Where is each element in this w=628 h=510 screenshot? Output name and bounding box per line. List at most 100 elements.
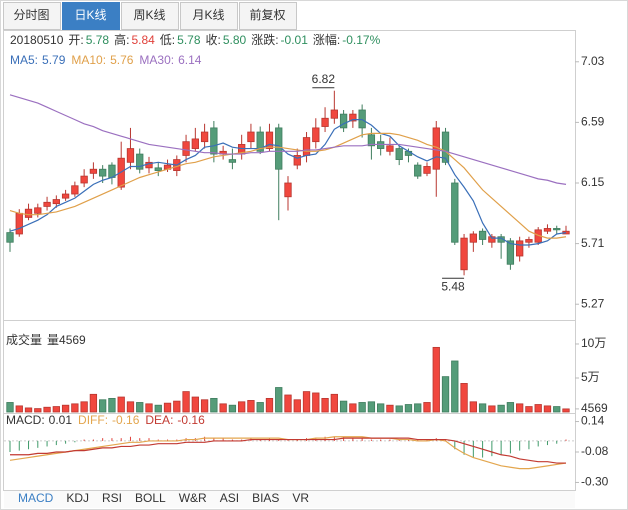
- volume-bar: [284, 394, 292, 413]
- tab-label[interactable]: 周K线: [133, 8, 165, 22]
- volume-bar: [302, 391, 311, 413]
- candle-body: [99, 168, 107, 177]
- candle-body: [525, 239, 533, 243]
- field-value: 5.78: [177, 33, 201, 47]
- max-label: 6.82: [312, 72, 336, 86]
- candle-body: [293, 155, 301, 166]
- volume-bar: [99, 399, 107, 413]
- volume-bar: [126, 401, 135, 413]
- tab[interactable]: [121, 2, 179, 30]
- indicator-tab[interactable]: BIAS: [252, 491, 279, 505]
- volume-bar: [173, 400, 181, 413]
- indicator-tab[interactable]: BOLL: [135, 491, 166, 505]
- field-label: 涨幅:: [313, 32, 340, 47]
- volume-bar: [275, 387, 283, 413]
- volume-bar: [506, 402, 515, 413]
- candle-body: [414, 164, 422, 177]
- tab-label[interactable]: 分时图: [13, 8, 49, 22]
- field-label: 涨跌:: [251, 32, 278, 47]
- tab[interactable]: [62, 2, 120, 30]
- field-value: 5.80: [223, 33, 247, 47]
- candle-body: [543, 228, 552, 232]
- candle-body: [321, 117, 329, 127]
- volume-bar: [265, 397, 274, 413]
- indicator-tab[interactable]: KDJ: [66, 491, 89, 505]
- indicator-tab[interactable]: MACD: [18, 491, 54, 505]
- candle-body: [330, 109, 338, 119]
- volume-bar: [497, 404, 505, 413]
- indicator-tab[interactable]: ASI: [220, 491, 239, 505]
- volume-bar: [163, 402, 172, 413]
- y-tick-label: -0.08: [581, 444, 609, 458]
- field-value: 5.78: [86, 33, 110, 47]
- candle-body: [34, 207, 42, 214]
- candle-body: [89, 168, 98, 174]
- candle-body: [256, 131, 264, 152]
- indicator-tab[interactable]: VR: [292, 491, 309, 505]
- volume-bar: [460, 383, 468, 413]
- candle-body: [553, 228, 561, 231]
- candle-body: [377, 141, 385, 149]
- volume-bar: [228, 404, 237, 413]
- candle-body: [358, 109, 366, 129]
- candle-body: [441, 131, 450, 163]
- candle-body: [478, 230, 487, 240]
- tab-label[interactable]: 前复权: [249, 7, 285, 22]
- tab-label[interactable]: 月K线: [192, 8, 224, 22]
- date: 20180510: [10, 33, 64, 47]
- volume-title: 成交量 量4569: [6, 332, 86, 347]
- y-tick-label: 0.14: [581, 414, 605, 428]
- volume-bar: [61, 404, 70, 413]
- candle-body: [516, 240, 524, 257]
- tab-label[interactable]: 日K线: [74, 8, 106, 22]
- volume-bar: [478, 403, 487, 413]
- volume-bar: [441, 376, 450, 413]
- field-label: 低:: [160, 33, 175, 47]
- tab[interactable]: [3, 2, 61, 30]
- y-tick-label: 5万: [581, 370, 600, 384]
- legend-value: -0.16: [112, 413, 140, 427]
- volume-bar: [339, 400, 348, 413]
- legend-value: 5.79: [42, 53, 66, 67]
- volume-bar: [200, 399, 209, 413]
- volume-bar: [52, 406, 60, 413]
- volume-bar: [330, 393, 338, 413]
- tab[interactable]: [239, 2, 297, 30]
- volume-bar: [191, 396, 199, 413]
- candle-body: [395, 148, 403, 160]
- legend: MACD: 0.01 DIFF: -0.16 DEA: -0.16: [6, 413, 205, 427]
- volume-bar: [312, 392, 320, 413]
- volume-bar: [210, 397, 218, 413]
- volume-bar: [247, 400, 255, 413]
- volume-bar: [451, 360, 459, 413]
- volume-bar: [386, 404, 394, 413]
- legend-name: DEA:: [145, 413, 173, 427]
- candle-body: [126, 148, 135, 163]
- candle-body: [61, 193, 70, 199]
- ma-line: [9, 119, 567, 246]
- candle-body: [80, 175, 88, 184]
- volume-bar: [256, 402, 264, 413]
- volume-bar: [24, 407, 33, 413]
- legend-name: MA5:: [10, 53, 38, 67]
- volume-bar: [534, 404, 542, 413]
- y-tick-label: 4569: [581, 401, 608, 415]
- volume-bar: [404, 404, 413, 413]
- volume-bar: [414, 403, 422, 413]
- volume-bar: [145, 403, 153, 413]
- candle-body: [386, 145, 394, 152]
- field-label: 收:: [206, 33, 221, 47]
- volume-bar: [562, 408, 570, 413]
- candle-body: [52, 199, 60, 205]
- indicator-tab[interactable]: RSI: [102, 491, 122, 505]
- candle-body: [228, 159, 237, 163]
- indicator-tab[interactable]: W&R: [179, 491, 207, 505]
- tab[interactable]: [180, 2, 238, 30]
- volume-label: 量: [47, 333, 59, 347]
- volume-bar: [367, 401, 376, 413]
- candle-body: [265, 131, 274, 149]
- macd-line: [10, 437, 566, 464]
- y-tick-label: 6.15: [581, 175, 605, 189]
- volume-bar: [154, 404, 162, 413]
